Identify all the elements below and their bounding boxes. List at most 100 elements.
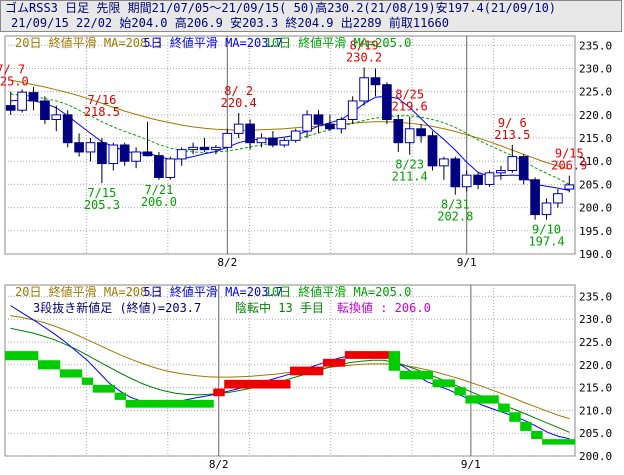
bearish-brick xyxy=(26,351,39,361)
candle-body xyxy=(541,202,552,216)
trough-value-label: 202.8 xyxy=(437,210,473,224)
bearish-brick xyxy=(59,369,72,378)
top-x-tick-label: 8/2 xyxy=(217,256,237,269)
bearish-brick xyxy=(542,439,554,445)
candle-body xyxy=(245,123,255,144)
bearish-brick xyxy=(399,370,412,380)
bearish-brick xyxy=(465,395,477,404)
trough-value-label: 197.4 xyxy=(528,235,564,249)
bullish-brick xyxy=(257,379,269,389)
top-y-tick-label: 235.0 xyxy=(579,39,612,52)
bottom-ma10-line xyxy=(10,327,570,433)
bullish-brick xyxy=(235,379,247,389)
bullish-brick xyxy=(213,388,225,397)
bearish-brick xyxy=(81,377,94,385)
bearish-brick xyxy=(432,379,444,388)
peak-value-label: 230.2 xyxy=(346,51,382,65)
peak-date-label: 9/ 6 xyxy=(498,116,527,130)
bullish-brick xyxy=(279,379,291,389)
top-y-tick-label: 200.0 xyxy=(579,202,612,215)
bearish-brick xyxy=(158,399,170,408)
bullish-brick xyxy=(311,366,324,376)
bullish-brick xyxy=(268,379,280,389)
candle-body xyxy=(507,156,518,172)
bottom-y-tick-label: 210.0 xyxy=(579,404,612,417)
candle-body xyxy=(393,118,404,144)
peak-date-label: 8/ 2 xyxy=(224,84,253,98)
ma20-line xyxy=(10,79,570,170)
candle-body xyxy=(256,137,267,144)
bottom-legend-item: 10日 終値平滑 MA=205.0 xyxy=(265,284,412,299)
bottom-y-tick-label: 230.0 xyxy=(579,313,612,326)
candle-body xyxy=(484,172,495,185)
candle-body xyxy=(154,155,164,178)
bearish-brick xyxy=(48,360,61,370)
bottom-x-tick-label: 8/2 xyxy=(209,458,229,471)
bottom-y-tick-label: 220.0 xyxy=(579,359,612,372)
candle-body xyxy=(97,142,107,165)
peak-value-label: 206.9 xyxy=(551,159,587,173)
bearish-brick xyxy=(421,370,433,380)
trough-value-label: 211.4 xyxy=(392,170,428,184)
candle-body xyxy=(302,114,312,132)
candle-body xyxy=(62,114,73,144)
candle-body xyxy=(51,114,62,120)
top-y-tick-label: 205.0 xyxy=(579,178,612,191)
candle-body xyxy=(17,91,27,111)
candle-body xyxy=(211,146,221,151)
bottom-legend-item: 20日 終値平滑 MA=208.3 xyxy=(15,284,162,299)
top-legend-item: 5日 終値平滑 MA=203.7 xyxy=(143,35,282,50)
bearish-brick xyxy=(37,360,50,370)
bearish-brick xyxy=(180,399,192,408)
peak-date-label: 7/16 xyxy=(87,93,116,107)
top-y-tick-label: 215.0 xyxy=(579,132,612,145)
candle-body xyxy=(518,156,529,181)
candle-body xyxy=(199,146,210,151)
bottom-y-tick-label: 205.0 xyxy=(579,427,612,440)
header-line-1: ゴムRSS3 日足 先限 期間21/07/05～21/09/15( 50)高23… xyxy=(5,1,557,15)
candle-body xyxy=(325,123,335,130)
peak-value-label: 225.0 xyxy=(0,75,29,89)
bullish-brick xyxy=(377,351,390,359)
candle-body xyxy=(427,135,438,167)
bullish-brick xyxy=(322,358,335,367)
ma10-line xyxy=(10,93,570,185)
bearish-brick xyxy=(476,395,488,404)
bearish-brick xyxy=(92,384,105,393)
bullish-brick xyxy=(333,358,346,367)
trough-value-label: 206.0 xyxy=(141,195,177,209)
bearish-brick xyxy=(454,387,466,396)
candle-body xyxy=(439,158,449,167)
chart-header: ゴムRSS3 日足 先限 期間21/07/05～21/09/15( 50)高23… xyxy=(0,0,622,32)
bearish-brick xyxy=(520,421,532,431)
trough-date-label: 8/31 xyxy=(441,198,470,212)
candle-body xyxy=(85,142,96,153)
candle-body xyxy=(233,123,244,134)
candle-body xyxy=(290,130,301,141)
peak-value-label: 218.5 xyxy=(84,105,120,119)
bearish-brick xyxy=(553,439,565,445)
bottom-legend-item: 5日 終値平滑 MA=203.7 xyxy=(143,284,282,299)
top-y-tick-label: 220.0 xyxy=(579,109,612,122)
bullish-brick xyxy=(366,351,379,359)
bottom-y-tick-label: 225.0 xyxy=(579,336,612,349)
trough-date-label: 9/10 xyxy=(532,223,561,237)
peak-date-label: 8/19 xyxy=(350,39,379,53)
trough-date-label: 7/21 xyxy=(144,183,173,197)
candle-body xyxy=(450,158,461,188)
bearish-brick xyxy=(410,370,423,380)
candle-body xyxy=(553,193,563,204)
top-y-tick-label: 210.0 xyxy=(579,155,612,168)
trough-value-label: 205.3 xyxy=(84,198,120,212)
break-value-label: 3段抜き新値足 (終値)=203.7 xyxy=(33,300,201,315)
bullish-brick xyxy=(246,379,258,389)
header-line-2: 21/09/15 22/02 始204.0 高206.9 安203.3 終204… xyxy=(11,16,450,30)
top-legend-item: 20日 終値平滑 MA=208.3 xyxy=(15,35,162,50)
bearish-brick xyxy=(498,403,510,413)
bearish-brick xyxy=(125,399,138,408)
bearish-brick xyxy=(147,399,159,408)
candle-body xyxy=(74,142,84,153)
candle-body xyxy=(564,184,575,190)
bearish-brick xyxy=(388,351,401,371)
